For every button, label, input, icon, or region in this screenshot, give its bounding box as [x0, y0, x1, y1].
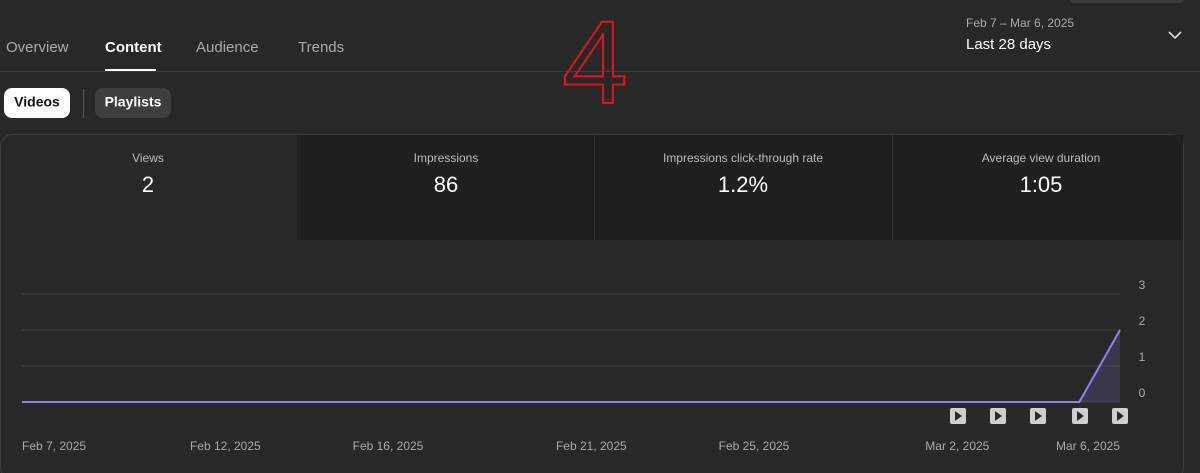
metric-label: Views: [132, 151, 164, 165]
video-marker-icon: [955, 411, 962, 421]
y-tick-label: 0: [1139, 386, 1146, 400]
video-marker-icon: [995, 411, 1002, 421]
metric-tile[interactable]: [297, 135, 594, 240]
x-tick-label: Mar 6, 2025: [1056, 439, 1120, 453]
video-marker-icon: [1117, 411, 1124, 421]
date-range-label[interactable]: Last 28 days: [966, 36, 1051, 53]
video-markers: [950, 408, 1128, 424]
metric-label: Impressions: [414, 151, 479, 165]
filter-chip-label[interactable]: Playlists: [105, 94, 162, 110]
x-tick-label: Feb 21, 2025: [556, 439, 627, 453]
metric-value: 1.2%: [718, 172, 768, 197]
x-tick-label: Feb 12, 2025: [190, 439, 261, 453]
video-marker-icon: [1035, 411, 1042, 421]
nav-tab[interactable]: Trends: [298, 39, 344, 56]
line: [22, 329, 1121, 403]
x-tick-label: Feb 16, 2025: [353, 439, 424, 453]
metric-value: 86: [434, 172, 458, 197]
metric-tile[interactable]: [893, 135, 1183, 240]
metric-tile[interactable]: [595, 135, 892, 240]
filter-chip-label[interactable]: Videos: [14, 94, 60, 110]
filter-chip[interactable]: [4, 88, 70, 118]
x-tick-label: Feb 7, 2025: [22, 439, 86, 453]
x-tick-label: Mar 2, 2025: [925, 439, 989, 453]
metric-tiles: [297, 135, 1183, 240]
metric-value: 1:05: [1020, 172, 1063, 197]
metric-value: 2: [142, 172, 154, 197]
y-tick-label: 1: [1139, 350, 1146, 364]
metric-label: Impressions click-through rate: [663, 151, 823, 165]
x-tick-label: Feb 25, 2025: [719, 439, 790, 453]
date-range: Feb 7 – Mar 6, 2025: [966, 16, 1074, 30]
nav-tab[interactable]: Audience: [196, 39, 259, 56]
top-button-edge[interactable]: [1070, 0, 1184, 3]
y-tick-label: 3: [1139, 278, 1146, 292]
filter-chip[interactable]: [95, 88, 171, 118]
y-tick-label: 2: [1139, 314, 1146, 328]
video-marker-icon: [1077, 411, 1084, 421]
handwritten-annotation: 4: [562, 0, 628, 129]
metric-label: Average view duration: [982, 151, 1101, 165]
nav-tab[interactable]: Overview: [6, 39, 69, 56]
date-dropdown-chevron[interactable]: [1168, 31, 1182, 40]
nav-tab[interactable]: Content: [105, 39, 162, 56]
active-tab-underline: [105, 69, 156, 71]
